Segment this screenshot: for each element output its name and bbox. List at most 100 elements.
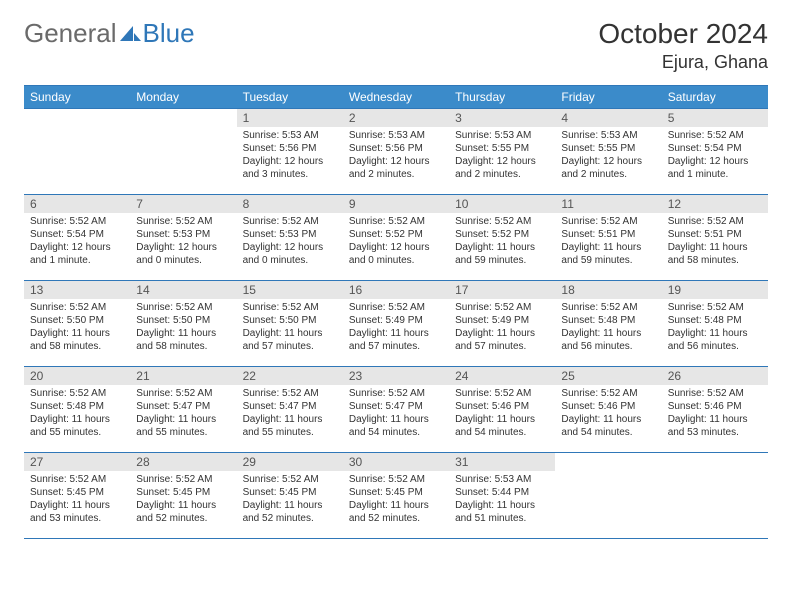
day-number: 5 [662,109,768,127]
calendar-day-cell: 10Sunrise: 5:52 AMSunset: 5:52 PMDayligh… [449,195,555,281]
day-number: 9 [343,195,449,213]
day-number: 16 [343,281,449,299]
calendar-day-cell: 30Sunrise: 5:52 AMSunset: 5:45 PMDayligh… [343,453,449,539]
day-number: 24 [449,367,555,385]
day-number: 19 [662,281,768,299]
day-number: 13 [24,281,130,299]
calendar-week-row: 6Sunrise: 5:52 AMSunset: 5:54 PMDaylight… [24,195,768,281]
calendar-day-cell: 5Sunrise: 5:52 AMSunset: 5:54 PMDaylight… [662,109,768,195]
title-block: October 2024 Ejura, Ghana [598,18,768,73]
day-details: Sunrise: 5:53 AMSunset: 5:56 PMDaylight:… [237,127,343,185]
calendar-day-cell: 24Sunrise: 5:52 AMSunset: 5:46 PMDayligh… [449,367,555,453]
day-details: Sunrise: 5:53 AMSunset: 5:44 PMDaylight:… [449,471,555,529]
day-number: 30 [343,453,449,471]
calendar-empty-cell [24,109,130,195]
calendar-day-cell: 22Sunrise: 5:52 AMSunset: 5:47 PMDayligh… [237,367,343,453]
calendar-day-cell: 3Sunrise: 5:53 AMSunset: 5:55 PMDaylight… [449,109,555,195]
brand-part2: Blue [143,18,195,49]
calendar-day-cell: 21Sunrise: 5:52 AMSunset: 5:47 PMDayligh… [130,367,236,453]
day-details: Sunrise: 5:53 AMSunset: 5:56 PMDaylight:… [343,127,449,185]
calendar-week-row: 27Sunrise: 5:52 AMSunset: 5:45 PMDayligh… [24,453,768,539]
calendar-day-cell: 18Sunrise: 5:52 AMSunset: 5:48 PMDayligh… [555,281,661,367]
day-details: Sunrise: 5:52 AMSunset: 5:45 PMDaylight:… [24,471,130,529]
weekday-header-row: SundayMondayTuesdayWednesdayThursdayFrid… [24,86,768,109]
calendar-day-cell: 16Sunrise: 5:52 AMSunset: 5:49 PMDayligh… [343,281,449,367]
weekday-header: Sunday [24,86,130,109]
day-details: Sunrise: 5:52 AMSunset: 5:48 PMDaylight:… [662,299,768,357]
day-details: Sunrise: 5:52 AMSunset: 5:54 PMDaylight:… [24,213,130,271]
day-details: Sunrise: 5:52 AMSunset: 5:45 PMDaylight:… [237,471,343,529]
calendar-day-cell: 15Sunrise: 5:52 AMSunset: 5:50 PMDayligh… [237,281,343,367]
day-details: Sunrise: 5:52 AMSunset: 5:53 PMDaylight:… [237,213,343,271]
day-number: 10 [449,195,555,213]
weekday-header: Saturday [662,86,768,109]
day-details: Sunrise: 5:53 AMSunset: 5:55 PMDaylight:… [449,127,555,185]
day-number: 27 [24,453,130,471]
day-details: Sunrise: 5:52 AMSunset: 5:52 PMDaylight:… [449,213,555,271]
day-number: 29 [237,453,343,471]
day-number: 17 [449,281,555,299]
day-details: Sunrise: 5:52 AMSunset: 5:49 PMDaylight:… [449,299,555,357]
calendar-day-cell: 11Sunrise: 5:52 AMSunset: 5:51 PMDayligh… [555,195,661,281]
calendar-day-cell: 17Sunrise: 5:52 AMSunset: 5:49 PMDayligh… [449,281,555,367]
day-details: Sunrise: 5:52 AMSunset: 5:48 PMDaylight:… [555,299,661,357]
day-details: Sunrise: 5:52 AMSunset: 5:50 PMDaylight:… [130,299,236,357]
calendar-day-cell: 9Sunrise: 5:52 AMSunset: 5:52 PMDaylight… [343,195,449,281]
day-number: 8 [237,195,343,213]
calendar-week-row: 13Sunrise: 5:52 AMSunset: 5:50 PMDayligh… [24,281,768,367]
calendar-week-row: 20Sunrise: 5:52 AMSunset: 5:48 PMDayligh… [24,367,768,453]
brand-part1: General [24,18,117,49]
calendar-day-cell: 26Sunrise: 5:52 AMSunset: 5:46 PMDayligh… [662,367,768,453]
day-number: 11 [555,195,661,213]
calendar-week-row: 1Sunrise: 5:53 AMSunset: 5:56 PMDaylight… [24,109,768,195]
weekday-header: Monday [130,86,236,109]
day-number: 3 [449,109,555,127]
calendar-day-cell: 1Sunrise: 5:53 AMSunset: 5:56 PMDaylight… [237,109,343,195]
day-details: Sunrise: 5:52 AMSunset: 5:47 PMDaylight:… [237,385,343,443]
weekday-header: Thursday [449,86,555,109]
calendar-day-cell: 27Sunrise: 5:52 AMSunset: 5:45 PMDayligh… [24,453,130,539]
day-number: 7 [130,195,236,213]
calendar-day-cell: 29Sunrise: 5:52 AMSunset: 5:45 PMDayligh… [237,453,343,539]
day-details: Sunrise: 5:52 AMSunset: 5:48 PMDaylight:… [24,385,130,443]
day-details: Sunrise: 5:52 AMSunset: 5:50 PMDaylight:… [237,299,343,357]
day-number: 6 [24,195,130,213]
calendar-day-cell: 19Sunrise: 5:52 AMSunset: 5:48 PMDayligh… [662,281,768,367]
calendar-table: SundayMondayTuesdayWednesdayThursdayFrid… [24,85,768,539]
calendar-day-cell: 12Sunrise: 5:52 AMSunset: 5:51 PMDayligh… [662,195,768,281]
day-details: Sunrise: 5:52 AMSunset: 5:47 PMDaylight:… [343,385,449,443]
calendar-day-cell: 7Sunrise: 5:52 AMSunset: 5:53 PMDaylight… [130,195,236,281]
calendar-body: 1Sunrise: 5:53 AMSunset: 5:56 PMDaylight… [24,109,768,539]
day-details: Sunrise: 5:52 AMSunset: 5:46 PMDaylight:… [555,385,661,443]
day-number: 12 [662,195,768,213]
day-details: Sunrise: 5:52 AMSunset: 5:46 PMDaylight:… [662,385,768,443]
day-details: Sunrise: 5:52 AMSunset: 5:54 PMDaylight:… [662,127,768,185]
day-number: 1 [237,109,343,127]
day-details: Sunrise: 5:52 AMSunset: 5:52 PMDaylight:… [343,213,449,271]
logo-sail-icon [120,18,142,49]
day-number: 26 [662,367,768,385]
day-details: Sunrise: 5:52 AMSunset: 5:46 PMDaylight:… [449,385,555,443]
calendar-empty-cell [130,109,236,195]
month-title: October 2024 [598,18,768,50]
calendar-empty-cell [555,453,661,539]
day-number: 18 [555,281,661,299]
calendar-day-cell: 25Sunrise: 5:52 AMSunset: 5:46 PMDayligh… [555,367,661,453]
day-number: 23 [343,367,449,385]
calendar-day-cell: 14Sunrise: 5:52 AMSunset: 5:50 PMDayligh… [130,281,236,367]
day-details: Sunrise: 5:52 AMSunset: 5:51 PMDaylight:… [555,213,661,271]
header: General Blue October 2024 Ejura, Ghana [24,18,768,73]
weekday-header: Wednesday [343,86,449,109]
day-number: 15 [237,281,343,299]
day-details: Sunrise: 5:53 AMSunset: 5:55 PMDaylight:… [555,127,661,185]
location: Ejura, Ghana [598,52,768,73]
day-number: 28 [130,453,236,471]
day-number: 21 [130,367,236,385]
calendar-empty-cell [662,453,768,539]
day-details: Sunrise: 5:52 AMSunset: 5:49 PMDaylight:… [343,299,449,357]
day-number: 22 [237,367,343,385]
calendar-day-cell: 4Sunrise: 5:53 AMSunset: 5:55 PMDaylight… [555,109,661,195]
brand-logo: General Blue [24,18,195,49]
day-details: Sunrise: 5:52 AMSunset: 5:47 PMDaylight:… [130,385,236,443]
day-number: 2 [343,109,449,127]
